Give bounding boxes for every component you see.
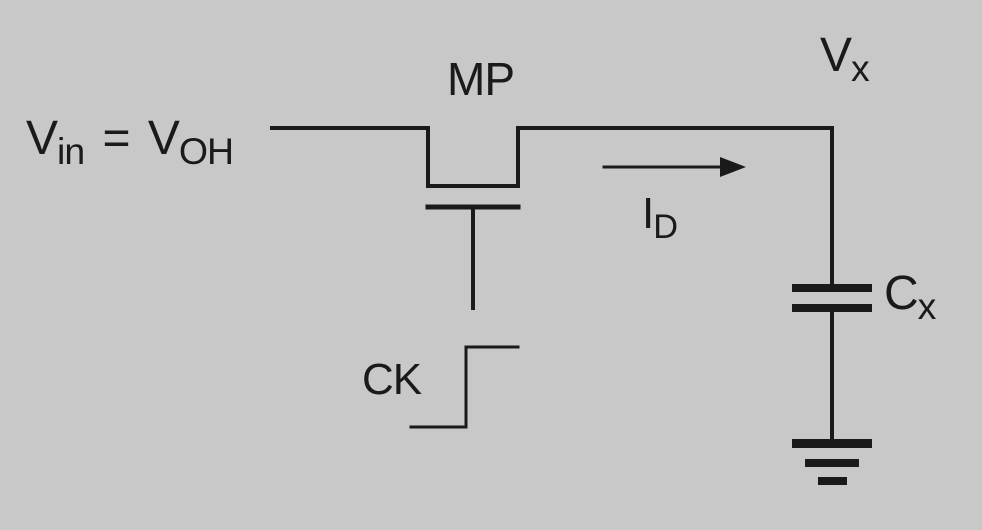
vin-symbol: V bbox=[26, 112, 58, 165]
cx-subscript: x bbox=[917, 285, 937, 328]
input-wire bbox=[270, 126, 834, 288]
node-voltage-label: Vx bbox=[820, 29, 870, 88]
voh-symbol: V bbox=[147, 112, 180, 165]
ground-bar-1 bbox=[792, 439, 872, 448]
vin-subscript: in bbox=[57, 130, 85, 173]
capacitor-top-plate bbox=[792, 284, 872, 292]
ground-bar-3 bbox=[818, 477, 847, 485]
id-subscript: D bbox=[653, 207, 678, 246]
transistor-label: MP bbox=[447, 53, 515, 105]
ground-bar-2 bbox=[805, 459, 859, 467]
vx-subscript: x bbox=[851, 47, 870, 90]
input-voltage-label: Vin = VOH bbox=[26, 112, 234, 171]
vx-symbol: V bbox=[820, 29, 852, 82]
equals-sign: = bbox=[102, 112, 131, 165]
id-symbol: I bbox=[642, 189, 654, 238]
capacitor-bottom-plate bbox=[792, 304, 872, 312]
capacitor-label: Cx bbox=[884, 267, 936, 326]
drain-current-label: ID bbox=[642, 189, 678, 244]
current-arrow-head bbox=[720, 157, 746, 177]
cx-symbol: C bbox=[884, 267, 919, 320]
voh-subscript: OH bbox=[178, 130, 234, 173]
clock-waveform bbox=[409, 345, 520, 429]
clock-label: CK bbox=[362, 355, 422, 404]
